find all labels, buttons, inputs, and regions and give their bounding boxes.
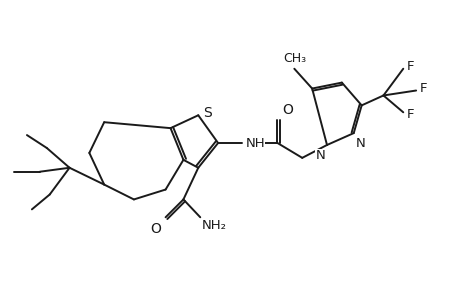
Text: F: F — [406, 108, 414, 121]
Text: O: O — [149, 222, 160, 236]
Text: O: O — [282, 103, 293, 117]
Text: CH₃: CH₃ — [282, 52, 305, 65]
Text: NH₂: NH₂ — [202, 219, 227, 232]
Text: N: N — [315, 149, 324, 162]
Text: F: F — [406, 60, 414, 73]
Text: F: F — [419, 82, 427, 95]
Text: NH: NH — [245, 136, 265, 150]
Text: N: N — [355, 137, 365, 150]
Text: S: S — [203, 106, 212, 120]
